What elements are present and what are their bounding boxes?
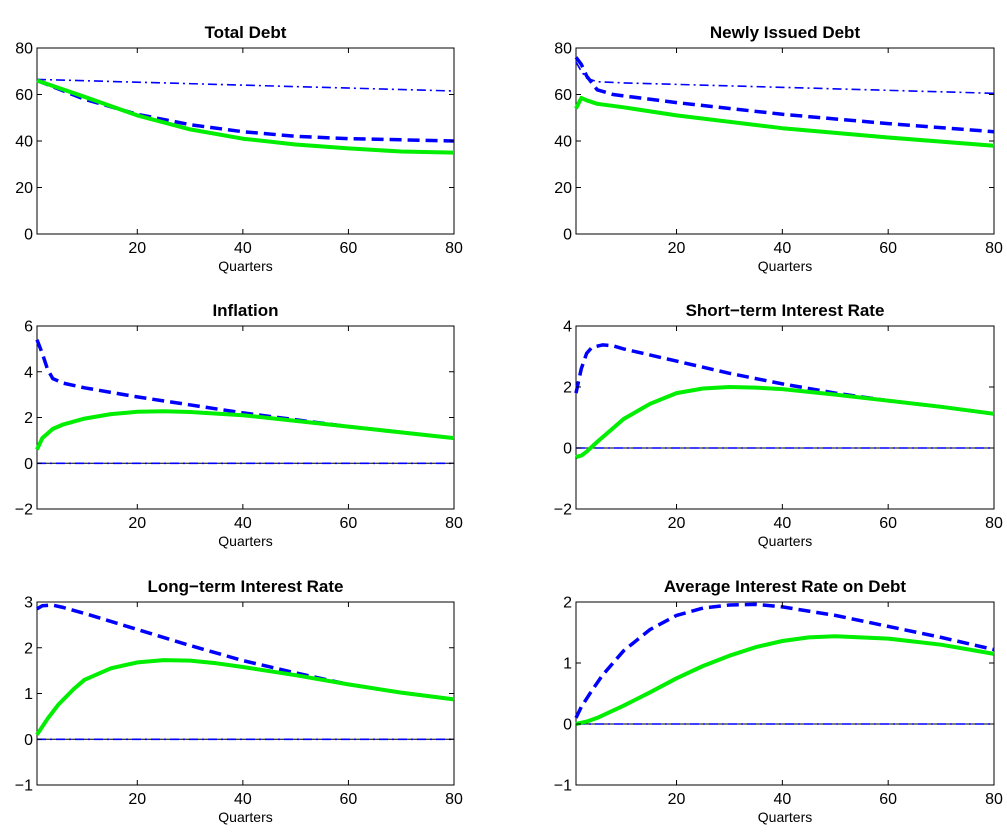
panel-title: Average Interest Rate on Debt [664, 577, 906, 596]
x-tick-label: 80 [985, 515, 1003, 532]
series-line-dashed [574, 56, 995, 134]
panel-5: 20 40 60 80 −1 0 1 2 3 Long−term Interest Rate Qua… [15, 577, 463, 825]
series-line-dashed [574, 602, 995, 719]
y-tick-label: −2 [15, 502, 33, 519]
y-tick-label: 2 [24, 640, 33, 657]
y-tick-label: 0 [563, 717, 572, 734]
x-tick-label: 40 [773, 240, 791, 257]
series-line-dashdot [575, 61, 995, 95]
series-line-solid [574, 96, 995, 148]
series-line-solid [35, 658, 455, 736]
axes-frame [36, 601, 455, 786]
x-axis-label: Quarters [758, 533, 812, 549]
panel-3: 20 40 60 80 −2 0 2 4 6 Inflation Quarters [15, 301, 463, 549]
y-tick-label: 60 [554, 87, 572, 104]
x-tick-label: 40 [234, 791, 252, 808]
series-line-dashed [36, 78, 455, 143]
y-tick-label: 4 [563, 319, 572, 336]
series-line-dashed [35, 339, 455, 440]
series-line-solid [36, 78, 455, 155]
y-tick-label: 0 [24, 456, 33, 473]
x-axis-label: Quarters [218, 809, 272, 825]
y-tick-label: 40 [554, 134, 572, 151]
panel-2: 20 40 60 80 0 20 40 60 80 Newly Issued Debt Quarte… [554, 23, 1003, 274]
panel-title: Total Debt [205, 23, 287, 42]
series-line-dashed [36, 603, 455, 702]
y-tick-label: 40 [15, 134, 33, 151]
y-tick-label: 1 [24, 686, 33, 703]
panel-4: 20 40 60 80 −2 0 2 4 Short−term Interest Rate Qua… [554, 301, 1003, 549]
panel-1: 20 40 60 80 0 20 40 60 80 Total Debt Quarters [15, 23, 463, 274]
y-tick-label: 3 [24, 595, 33, 612]
y-tick-label: 2 [563, 380, 572, 397]
x-tick-label: 40 [773, 791, 791, 808]
y-tick-label: 0 [563, 227, 572, 244]
panel-6: 20 40 60 80 −1 0 1 2 Average Interest Rate on De… [554, 577, 1003, 825]
x-tick-label: 60 [340, 515, 358, 532]
y-tick-label: 1 [563, 656, 572, 673]
y-tick-label: −1 [554, 778, 572, 795]
series-line-solid [35, 409, 455, 451]
series-line-solid [575, 634, 995, 726]
y-tick-label: −2 [554, 502, 572, 519]
x-tick-label: 80 [445, 791, 463, 808]
x-tick-label: 60 [879, 515, 897, 532]
panel-title: Inflation [212, 301, 278, 320]
y-tick-label: 20 [15, 180, 33, 197]
x-axis-label: Quarters [758, 809, 812, 825]
x-tick-label: 80 [445, 240, 463, 257]
x-tick-label: 60 [340, 240, 358, 257]
x-tick-label: 20 [668, 240, 686, 257]
axes-frame [575, 325, 995, 510]
x-axis-label: Quarters [758, 258, 812, 274]
x-tick-label: 80 [985, 791, 1003, 808]
x-tick-label: 20 [668, 791, 686, 808]
y-tick-label: 0 [24, 227, 33, 244]
x-tick-label: 40 [234, 240, 252, 257]
y-tick-label: −1 [15, 778, 33, 795]
series-line-dashdot [36, 78, 455, 92]
y-tick-label: 0 [563, 441, 572, 458]
x-tick-label: 40 [773, 515, 791, 532]
x-tick-label: 80 [985, 240, 1003, 257]
x-tick-label: 40 [234, 515, 252, 532]
x-axis-label: Quarters [218, 533, 272, 549]
series-line-solid [575, 385, 995, 460]
panel-title: Long−term Interest Rate [147, 577, 343, 596]
x-tick-label: 60 [879, 791, 897, 808]
y-tick-label: 6 [24, 319, 33, 336]
series-line-dashed [574, 343, 995, 416]
x-axis-label: Quarters [218, 258, 272, 274]
x-tick-label: 20 [668, 515, 686, 532]
y-tick-label: 2 [563, 595, 572, 612]
y-tick-label: 4 [24, 364, 33, 381]
y-tick-label: 0 [24, 732, 33, 749]
y-tick-label: 80 [554, 41, 572, 58]
y-tick-label: 2 [24, 410, 33, 427]
panel-title: Short−term Interest Rate [686, 301, 885, 320]
y-tick-label: 80 [15, 41, 33, 58]
axes-frame [575, 601, 995, 786]
y-tick-label: 20 [554, 180, 572, 197]
x-tick-label: 20 [128, 240, 146, 257]
panel-title: Newly Issued Debt [710, 23, 861, 42]
x-tick-label: 60 [879, 240, 897, 257]
x-tick-label: 80 [445, 515, 463, 532]
y-tick-label: 60 [15, 87, 33, 104]
x-tick-label: 60 [340, 791, 358, 808]
x-tick-label: 20 [128, 515, 146, 532]
x-tick-label: 20 [128, 791, 146, 808]
